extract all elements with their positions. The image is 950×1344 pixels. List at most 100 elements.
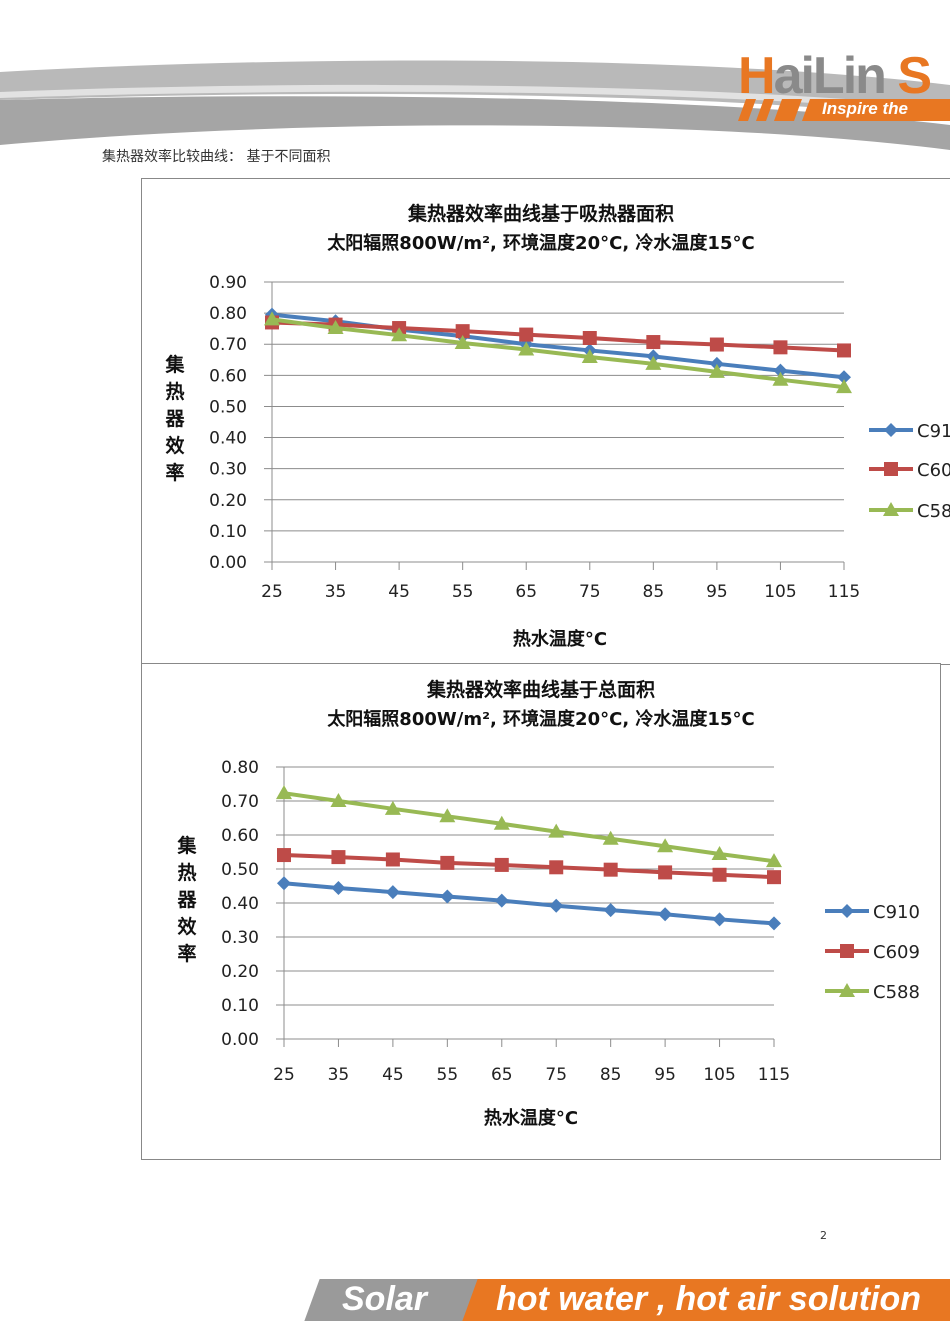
data-point-c588: [384, 800, 401, 815]
logo-tagline: Inspire the: [822, 99, 908, 118]
data-point-c910: [767, 916, 781, 931]
x-tick-label: 105: [764, 582, 796, 602]
y-axis-title-char: 器: [176, 889, 197, 911]
x-tick-label: 35: [328, 1065, 350, 1085]
data-point-c609: [712, 867, 727, 882]
y-tick-label: 0.20: [209, 491, 247, 511]
data-point-c609: [331, 850, 346, 865]
y-axis-title-char: 集: [176, 834, 197, 857]
data-point-c609: [709, 337, 724, 352]
series-line-c609: [283, 853, 775, 880]
legend-label: C588: [917, 501, 950, 522]
y-axis-title-char: 热: [165, 380, 184, 403]
data-point-c910: [709, 356, 724, 371]
chart-gross-area: 集热器效率曲线基于总面积太阳辐照800W/m², 环境温度20°C, 冷水温度1…: [141, 663, 941, 1160]
x-tick-label: 75: [545, 1065, 567, 1085]
data-point-c588: [766, 853, 782, 868]
x-tick-label: 75: [579, 582, 601, 602]
series-line-c588: [271, 317, 845, 390]
data-point-c609: [837, 343, 851, 358]
data-point-c588: [439, 808, 456, 823]
y-tick-label: 0.50: [209, 397, 247, 417]
y-axis-title-char: 器: [164, 408, 185, 430]
data-point-c609: [549, 860, 564, 875]
x-axis-title: 热水温度°C: [484, 1107, 578, 1129]
data-point-c588: [327, 320, 344, 335]
y-tick-label: 0.40: [209, 429, 247, 449]
data-point-c588: [518, 341, 535, 356]
data-point-c588: [330, 793, 347, 807]
x-tick-label: 85: [643, 582, 665, 602]
series-line-c910: [283, 881, 775, 926]
data-point-c609: [385, 852, 400, 867]
data-point-c609: [494, 857, 509, 872]
footer-solar: Solar: [342, 1280, 428, 1318]
legend-label: C910: [917, 421, 950, 442]
data-point-c910: [837, 370, 851, 385]
data-point-c910: [658, 907, 673, 922]
data-point-c609: [582, 331, 597, 345]
legend-marker-c910: [884, 423, 898, 437]
y-tick-label: 0.00: [221, 1030, 259, 1050]
series-line-c609: [271, 320, 845, 353]
legend-marker-c588: [883, 502, 899, 516]
chart-absorber-area: 集热器效率曲线基于吸热器面积太阳辐照800W/m², 环境温度20°C, 冷水温…: [141, 178, 950, 665]
legend-marker-c609: [840, 944, 854, 958]
chart-subtitle: 太阳辐照800W/m², 环境温度20°C, 冷水温度15°C: [327, 708, 754, 730]
x-tick-label: 65: [515, 582, 537, 602]
data-point-c609: [603, 862, 618, 877]
y-axis-title-char: 效: [165, 434, 184, 457]
x-tick-label: 45: [382, 1065, 404, 1085]
y-axis-title-char: 率: [165, 461, 184, 484]
data-point-c910: [494, 893, 509, 908]
chart-subtitle: 太阳辐照800W/m², 环境温度20°C, 冷水温度15°C: [327, 232, 754, 254]
y-axis-title-char: 效: [177, 915, 196, 938]
chart-title: 集热器效率曲线基于总面积: [426, 678, 655, 701]
footer-slogan: hot water , hot air solution: [496, 1280, 921, 1318]
data-point-c609: [646, 335, 661, 350]
data-point-c609: [440, 855, 455, 870]
data-point-c588: [493, 815, 510, 830]
y-tick-label: 0.90: [209, 273, 247, 293]
data-point-c609: [519, 327, 534, 342]
series-line-c588: [283, 791, 775, 864]
y-tick-label: 0.30: [221, 928, 259, 948]
x-tick-label: 25: [273, 1065, 295, 1085]
data-point-c588: [391, 327, 408, 342]
legend-label: C588: [873, 982, 920, 1003]
data-point-c588: [581, 348, 598, 363]
data-point-c910: [331, 881, 346, 896]
data-point-c588: [645, 355, 662, 370]
data-point-c609: [658, 865, 673, 880]
section-subtitle: 集热器效率比较曲线： 基于不同面积: [102, 149, 331, 165]
header-swoosh: [0, 60, 950, 150]
y-tick-label: 0.60: [221, 826, 259, 846]
x-tick-label: 95: [706, 582, 728, 602]
y-tick-label: 0.80: [209, 304, 247, 324]
y-tick-label: 0.40: [221, 894, 259, 914]
data-point-c588: [548, 823, 565, 838]
x-tick-label: 85: [600, 1065, 622, 1085]
chart-title: 集热器效率曲线基于吸热器面积: [407, 202, 674, 225]
data-point-c910: [549, 898, 564, 913]
data-point-c910: [385, 885, 400, 900]
data-point-c910: [440, 889, 455, 904]
y-tick-label: 0.50: [221, 860, 259, 880]
x-tick-label: 115: [758, 1065, 790, 1085]
x-tick-label: 45: [388, 582, 410, 602]
y-tick-label: 0.70: [221, 792, 259, 812]
data-point-c588: [602, 830, 619, 845]
data-point-c609: [277, 848, 291, 863]
data-point-c910: [277, 876, 291, 891]
legend-marker-c588: [839, 983, 855, 997]
data-point-c588: [772, 371, 789, 386]
data-point-c588: [711, 846, 728, 861]
y-tick-label: 0.60: [209, 366, 247, 386]
y-axis-title-char: 热: [177, 861, 196, 884]
data-point-c588: [657, 838, 674, 853]
data-point-c910: [773, 363, 788, 378]
data-point-c588: [264, 311, 280, 326]
y-tick-label: 0.70: [209, 335, 247, 355]
y-tick-label: 0.20: [221, 962, 259, 982]
